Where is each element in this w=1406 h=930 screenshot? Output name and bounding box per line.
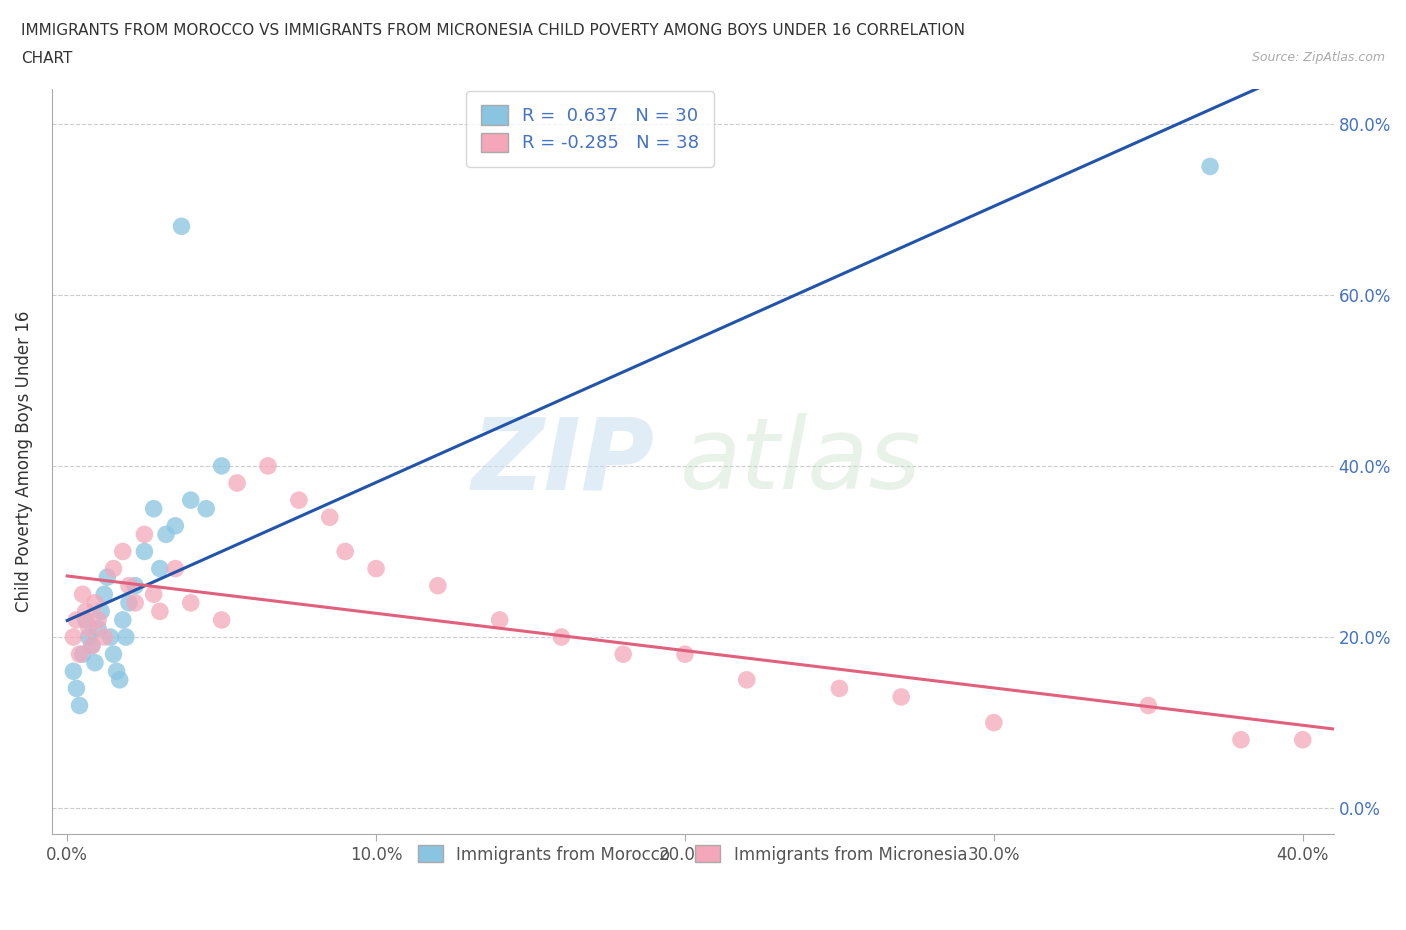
Immigrants from Micronesia xyxy=(612,646,634,661)
Immigrants from Micronesia xyxy=(149,604,172,618)
Immigrants from Micronesia xyxy=(1137,698,1160,713)
Immigrants from Micronesia xyxy=(288,493,311,508)
Immigrants from Morocco xyxy=(65,681,87,696)
Immigrants from Micronesia xyxy=(890,689,912,704)
Y-axis label: Child Poverty Among Boys Under 16: Child Poverty Among Boys Under 16 xyxy=(15,311,32,612)
Immigrants from Morocco xyxy=(103,646,125,661)
Immigrants from Morocco xyxy=(108,672,131,687)
Immigrants from Morocco xyxy=(195,501,218,516)
Immigrants from Micronesia xyxy=(828,681,851,696)
Immigrants from Micronesia xyxy=(84,595,107,610)
Immigrants from Morocco xyxy=(80,638,103,653)
Immigrants from Morocco xyxy=(96,570,118,585)
Immigrants from Micronesia xyxy=(735,672,758,687)
Immigrants from Morocco xyxy=(1199,159,1222,174)
Immigrants from Morocco xyxy=(155,527,177,542)
Immigrants from Micronesia xyxy=(550,630,572,644)
Immigrants from Morocco xyxy=(93,587,115,602)
Immigrants from Morocco xyxy=(72,646,94,661)
Immigrants from Micronesia xyxy=(1292,732,1315,747)
Immigrants from Micronesia xyxy=(983,715,1005,730)
Immigrants from Morocco xyxy=(84,656,107,671)
Immigrants from Micronesia xyxy=(211,613,233,628)
Immigrants from Micronesia xyxy=(134,527,156,542)
Immigrants from Micronesia xyxy=(111,544,134,559)
Immigrants from Micronesia xyxy=(65,613,87,628)
Immigrants from Micronesia xyxy=(77,621,100,636)
Immigrants from Micronesia xyxy=(69,646,91,661)
Immigrants from Morocco xyxy=(180,493,202,508)
Immigrants from Micronesia xyxy=(118,578,141,593)
Text: CHART: CHART xyxy=(21,51,73,66)
Text: IMMIGRANTS FROM MOROCCO VS IMMIGRANTS FROM MICRONESIA CHILD POVERTY AMONG BOYS U: IMMIGRANTS FROM MOROCCO VS IMMIGRANTS FR… xyxy=(21,23,965,38)
Immigrants from Micronesia xyxy=(319,510,342,525)
Immigrants from Morocco xyxy=(149,561,172,576)
Immigrants from Micronesia xyxy=(335,544,357,559)
Immigrants from Micronesia xyxy=(673,646,696,661)
Immigrants from Micronesia xyxy=(165,561,187,576)
Immigrants from Micronesia xyxy=(87,613,110,628)
Immigrants from Morocco xyxy=(124,578,146,593)
Immigrants from Morocco xyxy=(142,501,165,516)
Immigrants from Morocco xyxy=(62,664,84,679)
Immigrants from Micronesia xyxy=(364,561,387,576)
Immigrants from Micronesia xyxy=(142,587,165,602)
Immigrants from Morocco xyxy=(69,698,91,713)
Immigrants from Micronesia xyxy=(93,630,115,644)
Immigrants from Morocco xyxy=(211,458,233,473)
Immigrants from Morocco xyxy=(105,664,128,679)
Immigrants from Micronesia xyxy=(72,587,94,602)
Immigrants from Micronesia xyxy=(426,578,449,593)
Immigrants from Morocco xyxy=(87,621,110,636)
Text: ZIP: ZIP xyxy=(471,413,654,511)
Immigrants from Micronesia xyxy=(124,595,146,610)
Immigrants from Micronesia xyxy=(62,630,84,644)
Immigrants from Micronesia xyxy=(257,458,280,473)
Immigrants from Morocco xyxy=(77,630,100,644)
Text: atlas: atlas xyxy=(681,413,921,511)
Immigrants from Morocco xyxy=(111,613,134,628)
Immigrants from Micronesia xyxy=(103,561,125,576)
Immigrants from Morocco xyxy=(170,219,193,233)
Immigrants from Micronesia xyxy=(488,613,510,628)
Immigrants from Morocco xyxy=(165,518,187,533)
Immigrants from Micronesia xyxy=(226,475,249,490)
Immigrants from Micronesia xyxy=(80,638,103,653)
Immigrants from Micronesia xyxy=(75,604,97,618)
Immigrants from Micronesia xyxy=(180,595,202,610)
Immigrants from Morocco xyxy=(90,604,112,618)
Text: Source: ZipAtlas.com: Source: ZipAtlas.com xyxy=(1251,51,1385,64)
Immigrants from Morocco xyxy=(134,544,156,559)
Immigrants from Morocco xyxy=(115,630,138,644)
Immigrants from Morocco xyxy=(100,630,122,644)
Legend: Immigrants from Morocco, Immigrants from Micronesia: Immigrants from Morocco, Immigrants from… xyxy=(412,839,974,870)
Immigrants from Morocco xyxy=(75,613,97,628)
Immigrants from Micronesia xyxy=(1230,732,1253,747)
Immigrants from Morocco xyxy=(118,595,141,610)
